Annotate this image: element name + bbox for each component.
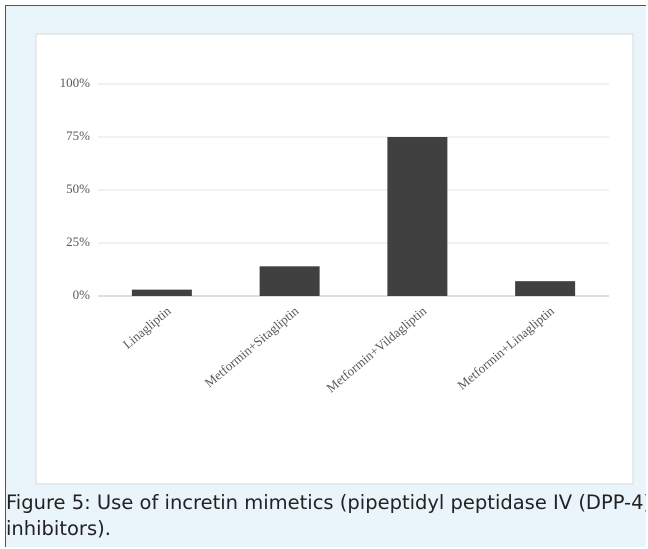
bar (131, 289, 192, 296)
caption: Figure 5: Use of incretin mimetics (pipe… (6, 491, 646, 540)
bar (387, 137, 448, 296)
chart-area (35, 33, 634, 485)
y-tick-label: 75% (66, 128, 90, 143)
chart: 0%25%50%75%100%Linagliptin Metformin+Sita… (35, 33, 634, 485)
bar (515, 281, 576, 296)
y-tick-label: 100% (60, 75, 91, 90)
figure-panel: 0% 25% 50% 75% 100% Linagliptin Metformin+Sita… (5, 5, 646, 547)
y-tick-label: 25% (66, 234, 90, 249)
y-tick-label: 0% (73, 287, 91, 302)
bar (259, 266, 320, 296)
y-tick-label: 50% (66, 181, 90, 196)
